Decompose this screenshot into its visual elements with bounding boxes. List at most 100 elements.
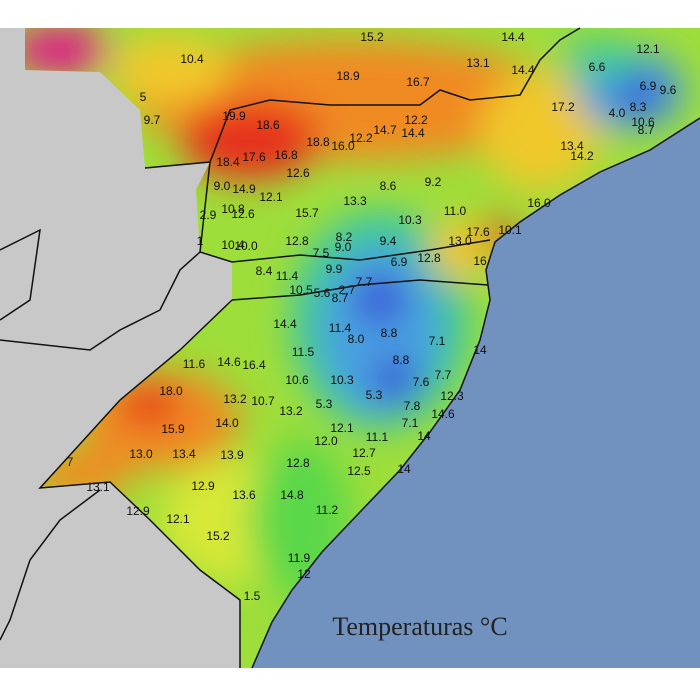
temperature-label: 13.3 [343, 194, 367, 208]
temperature-label: 18.0 [159, 384, 183, 398]
temperature-label: 14.4 [511, 63, 535, 77]
temperature-label: 18.6 [256, 118, 280, 132]
temperature-label: 8.2 [336, 230, 353, 244]
temperature-label: 18.8 [306, 135, 330, 149]
temperature-label: 14 [397, 462, 411, 476]
temperature-label: 14 [473, 343, 487, 357]
temperature-label: 17.2 [551, 100, 575, 114]
temperature-label: 13.6 [232, 488, 256, 502]
temperature-label: 14.2 [570, 149, 594, 163]
temperature-label: 13.9 [220, 448, 244, 462]
temperature-label: 7.7 [356, 275, 373, 289]
temperature-label: 14.4 [273, 317, 297, 331]
temperature-label: 10.6 [631, 115, 655, 129]
temperature-label: 5 [140, 90, 147, 104]
temperature-label: 11.0 [444, 204, 467, 218]
temperature-label: 13.4 [560, 139, 584, 153]
temperature-label: 14.6 [431, 407, 455, 421]
temperature-label: 6.9 [391, 255, 408, 269]
temperature-label: 11.5 [292, 345, 315, 359]
temperature-label: 5.3 [316, 397, 333, 411]
temperature-label: 7.6 [413, 375, 430, 389]
temperature-label: 9.0 [335, 240, 352, 254]
temperature-label: 14.4 [501, 30, 525, 44]
temperature-label: 12.2 [349, 131, 373, 145]
temperature-label: 12.8 [286, 456, 310, 470]
temperature-label: 14.4 [401, 126, 425, 140]
temperature-label: 13.0 [129, 447, 153, 461]
temperature-label: 7.8 [404, 399, 421, 413]
temperature-label: 13.2 [279, 404, 303, 418]
temperature-label: 13.1 [86, 480, 110, 494]
temperature-label: 10.5 [289, 283, 313, 297]
temperature-label: 12.1 [636, 42, 660, 56]
temperature-label: 11.9 [288, 551, 311, 565]
temperature-label: 14.8 [280, 488, 304, 502]
temperature-label: 12.8 [417, 251, 441, 265]
temperature-label: 8.7 [638, 123, 655, 137]
temperature-label: 12.7 [352, 446, 376, 460]
temperature-label: 10.0 [234, 239, 258, 253]
temperature-label: 11.6 [183, 357, 206, 371]
temperature-label: 8.8 [381, 326, 398, 340]
temperature-label: 17.6 [242, 150, 266, 164]
temperature-label: 8.4 [256, 264, 273, 278]
temperature-label: 5.6 [314, 286, 331, 300]
temperature-label: 7.1 [402, 416, 419, 430]
temperature-label: 9.9 [326, 262, 343, 276]
temperature-label: 14.6 [217, 355, 241, 369]
temperature-label: 15.2 [360, 30, 384, 44]
temperature-label: 14.7 [373, 123, 397, 137]
temperature-label: 12.6 [231, 207, 255, 221]
temperature-label: 16.8 [274, 148, 298, 162]
temperature-label: 12.1 [166, 512, 190, 526]
temperature-label: 6.6 [589, 60, 606, 74]
temperature-label: 10.4 [221, 238, 245, 252]
temperature-label: 14 [417, 429, 431, 443]
temperature-label: 14.0 [215, 416, 239, 430]
temperature-label: 6.9 [640, 79, 657, 93]
temperature-label: 10.3 [398, 213, 422, 227]
temperature-label: 13.2 [223, 392, 247, 406]
temperature-label: 9.6 [660, 83, 677, 97]
temperature-label: 12.8 [285, 234, 309, 248]
temperature-label: 12.1 [259, 190, 283, 204]
temperature-label: 5.3 [366, 388, 383, 402]
temperature-label: 10.6 [285, 373, 309, 387]
temperature-label: 9.2 [425, 175, 442, 189]
temperature-label: 10.4 [180, 52, 204, 66]
temperature-label: 13.1 [466, 56, 490, 70]
temperature-label: 9.4 [380, 234, 397, 248]
temperature-label: 16.4 [242, 358, 266, 372]
temperature-label: 12.6 [286, 166, 310, 180]
temperature-label: 8.7 [332, 291, 349, 305]
temperature-labels: 15.2 14.412.110.46.613.1 14.418.9 16.7 6.9 9.… [67, 30, 677, 603]
temperature-label: 13.4 [172, 447, 196, 461]
temperature-label: 11.1 [366, 430, 389, 444]
temperature-label: 16 [473, 254, 487, 268]
temperature-label: 12.1 [330, 421, 354, 435]
temperature-label: 15.2 [206, 529, 230, 543]
temperature-label: 9.0 [214, 179, 231, 193]
temperature-label: 15.7 [295, 206, 319, 220]
temperature-label: 11.4 [329, 321, 352, 335]
temperature-label: 10.3 [330, 373, 354, 387]
temperature-label: 10.7 [251, 394, 275, 408]
temperature-label: 16.0 [331, 139, 355, 153]
ocean [252, 118, 700, 668]
temperature-label: 4.0 [609, 106, 626, 120]
temperature-label: 8.8 [393, 353, 410, 367]
temperature-label: 14.9 [232, 182, 256, 196]
temperature-label: 1 [197, 234, 204, 248]
temperature-label: 7 [67, 455, 74, 469]
temperature-label: 11.4 [276, 269, 299, 283]
temperature-label: 2.7 [339, 283, 356, 297]
temperature-label: 7.7 [435, 368, 452, 382]
temperature-label: 19.9 [222, 109, 246, 123]
temperature-label: 9.7 [144, 113, 161, 127]
temperature-label: 8.6 [380, 179, 397, 193]
temperature-label: 8.0 [348, 332, 365, 346]
temperature-label: 12.3 [440, 389, 464, 403]
